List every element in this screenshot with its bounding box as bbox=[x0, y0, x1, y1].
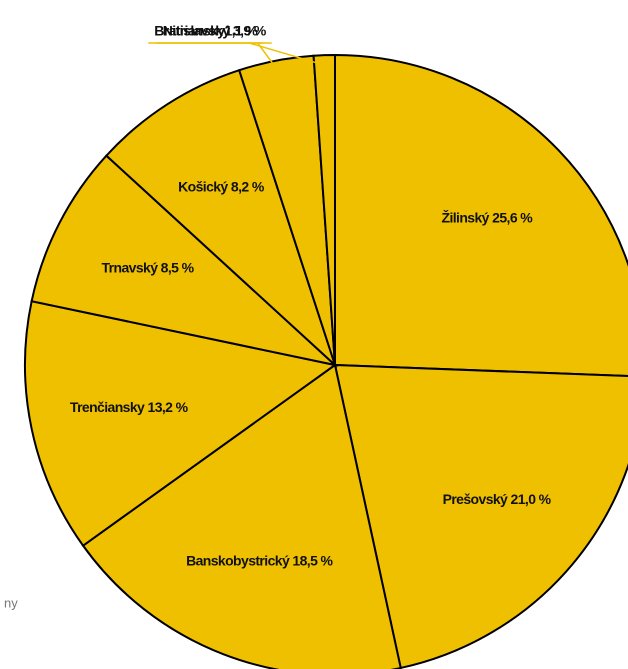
slice-label: Žilinský 25,6 % bbox=[442, 208, 534, 225]
page: ny Žilinský 25,6 % Prešovský 21,0 % Bansko… bbox=[0, 0, 628, 669]
slice-label: Košický 8,2 % bbox=[178, 178, 265, 194]
slice-label: Prešovský 21,0 % bbox=[443, 491, 552, 507]
slice-label: Nitriansky1,1 % bbox=[163, 23, 259, 39]
caption-fragment: ny bbox=[4, 595, 18, 610]
slice-label: Trenčiansky 13,2 % bbox=[70, 399, 189, 415]
chart: ny Žilinský 25,6 % Prešovský 21,0 % Bansko… bbox=[0, 0, 628, 669]
slice-label: Banskobystrický 18,5 % bbox=[186, 552, 333, 568]
slice-label: Trnavský 8,5 % bbox=[101, 259, 194, 275]
